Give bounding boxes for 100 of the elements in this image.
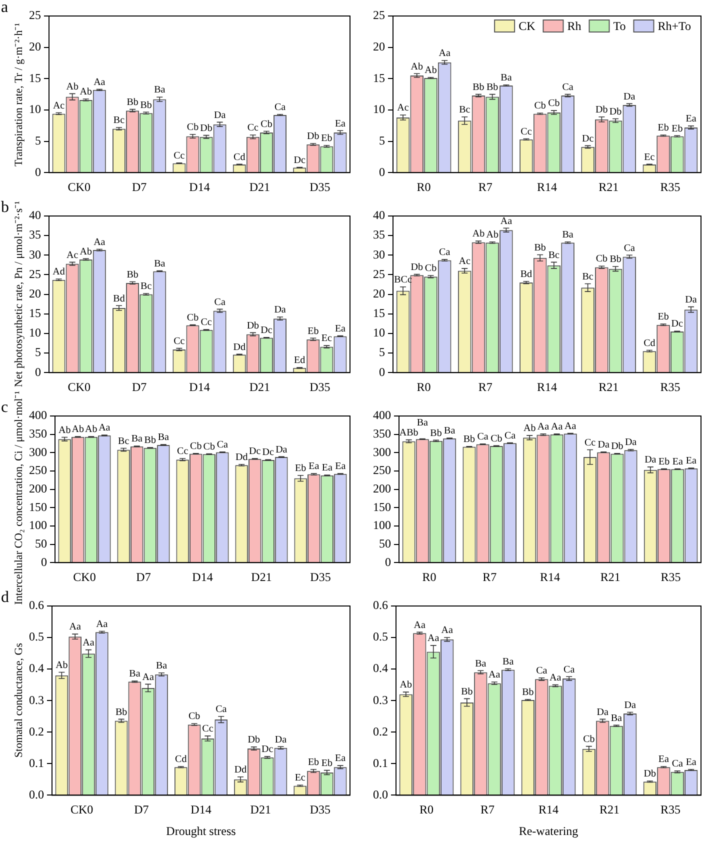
x-tick-label: CK0 bbox=[68, 380, 90, 394]
y-tick-label: 400 bbox=[373, 408, 391, 422]
y-tick-label: 50 bbox=[379, 536, 391, 550]
data-label: Ba bbox=[610, 712, 622, 724]
y-tick-label: 5 bbox=[379, 345, 385, 360]
data-label: Aa bbox=[94, 236, 106, 248]
y-axis-title: Stomatal conductance, Gs bbox=[12, 643, 26, 758]
y-tick-label: 0 bbox=[35, 164, 41, 179]
x-axis-title: Re-watering bbox=[518, 824, 578, 838]
data-label: Ea bbox=[308, 461, 320, 472]
data-label: Db bbox=[246, 320, 260, 332]
data-label: Ec bbox=[294, 772, 306, 784]
data-label: Cc bbox=[247, 122, 260, 134]
data-label: Bb bbox=[461, 686, 473, 698]
y-tick-label: 40 bbox=[373, 208, 385, 222]
y-tick-label: 0.4 bbox=[29, 661, 44, 676]
data-label: Aa bbox=[441, 625, 454, 636]
y-tick-label: 200 bbox=[29, 481, 47, 496]
data-label: Aa bbox=[69, 622, 82, 633]
y-tick-label: 20 bbox=[373, 39, 385, 54]
data-label: Dc bbox=[582, 133, 594, 144]
y-tick-label: 0.6 bbox=[29, 598, 44, 612]
x-tick-label: R0 bbox=[419, 802, 434, 817]
y-tick-label: 0.3 bbox=[29, 692, 44, 707]
data-label: Da bbox=[596, 706, 610, 718]
data-label: Eb bbox=[672, 123, 683, 134]
data-label: Ab bbox=[524, 423, 536, 434]
x-tick-label: D35 bbox=[310, 380, 330, 394]
data-label: Dc bbox=[294, 154, 306, 166]
data-label: Bb bbox=[486, 82, 498, 93]
x-tick-label: R14 bbox=[540, 570, 560, 584]
data-label: Ab bbox=[72, 424, 84, 436]
data-label: Ea bbox=[686, 756, 697, 768]
x-tick-label: R7 bbox=[478, 380, 492, 394]
y-tick-label: 0.1 bbox=[373, 756, 388, 770]
data-label: Aa bbox=[414, 620, 426, 631]
data-label: Eb bbox=[658, 456, 670, 468]
data-label: Bc bbox=[459, 104, 471, 116]
x-tick-label: R35 bbox=[660, 802, 681, 817]
y-tick-label: 350 bbox=[29, 426, 47, 440]
data-label: Ba bbox=[502, 656, 514, 668]
x-tick-label: D14 bbox=[192, 570, 213, 584]
y-tick-label: 15 bbox=[373, 306, 385, 320]
x-tick-label: R14 bbox=[538, 802, 559, 817]
x-tick-label: R14 bbox=[536, 380, 558, 394]
data-label: Aa bbox=[537, 422, 550, 433]
data-label: Ea bbox=[334, 118, 346, 130]
legend-label: CK bbox=[518, 19, 536, 34]
data-label: Db bbox=[596, 104, 608, 116]
x-tick-label: R35 bbox=[660, 180, 680, 194]
data-label: Ca bbox=[477, 431, 489, 442]
data-label: Dd bbox=[235, 452, 248, 464]
x-tick-label: R14 bbox=[536, 180, 558, 194]
data-label: Cb bbox=[596, 254, 608, 265]
data-label: Ac bbox=[66, 250, 79, 261]
data-label: Ea bbox=[322, 462, 333, 474]
y-tick-label: 25 bbox=[373, 8, 385, 22]
y-tick-label: 200 bbox=[373, 481, 391, 496]
data-label: Cb bbox=[260, 118, 272, 130]
text: b bbox=[1, 199, 9, 216]
data-label: Ab bbox=[410, 61, 423, 72]
data-label: Cb bbox=[203, 441, 215, 452]
x-tick-label: R0 bbox=[416, 180, 431, 194]
data-label: Ba bbox=[416, 417, 429, 428]
y-tick-label: 5 bbox=[379, 133, 385, 148]
x-tick-label: R35 bbox=[660, 570, 681, 584]
data-label: Da bbox=[624, 700, 636, 711]
y-tick-label: 20 bbox=[373, 286, 385, 300]
data-label: Bb bbox=[430, 428, 442, 439]
x-tick-label: R21 bbox=[600, 570, 620, 584]
y-tick-label: 0.2 bbox=[373, 724, 388, 738]
data-label: Ba bbox=[156, 660, 168, 672]
data-label: Ca bbox=[672, 758, 684, 770]
data-label: Ec bbox=[644, 152, 656, 163]
data-label: Cb bbox=[186, 122, 199, 134]
data-label: Ca bbox=[624, 242, 636, 254]
data-label: Ab bbox=[85, 424, 98, 436]
data-label: Db bbox=[410, 262, 423, 273]
y-tick-label: 25 bbox=[29, 8, 41, 22]
data-label: Dc bbox=[261, 744, 274, 756]
x-tick-label: R21 bbox=[598, 380, 619, 394]
x-tick-label: D14 bbox=[189, 380, 210, 394]
data-label: Aa bbox=[428, 633, 440, 644]
data-label: Eb bbox=[658, 122, 669, 134]
data-label: Eb bbox=[295, 463, 306, 474]
data-label: Dd bbox=[234, 764, 247, 776]
data-label: Ba bbox=[475, 658, 487, 670]
y-tick-label: 0 bbox=[379, 164, 385, 179]
x-tick-label: D21 bbox=[249, 380, 270, 394]
y-tick-label: 0.3 bbox=[373, 692, 388, 707]
data-label: Cb bbox=[424, 263, 437, 274]
y-tick-label: 10 bbox=[373, 102, 385, 116]
x-tick-label: D21 bbox=[251, 570, 272, 584]
y-tick-label: 10 bbox=[29, 102, 41, 116]
data-label: Ab bbox=[58, 424, 71, 436]
data-label: Bd bbox=[113, 293, 125, 304]
data-label: Ba bbox=[154, 84, 166, 96]
y-tick-label: 300 bbox=[373, 444, 391, 459]
x-tick-label: D7 bbox=[132, 380, 147, 394]
data-label: Aa bbox=[82, 637, 95, 648]
